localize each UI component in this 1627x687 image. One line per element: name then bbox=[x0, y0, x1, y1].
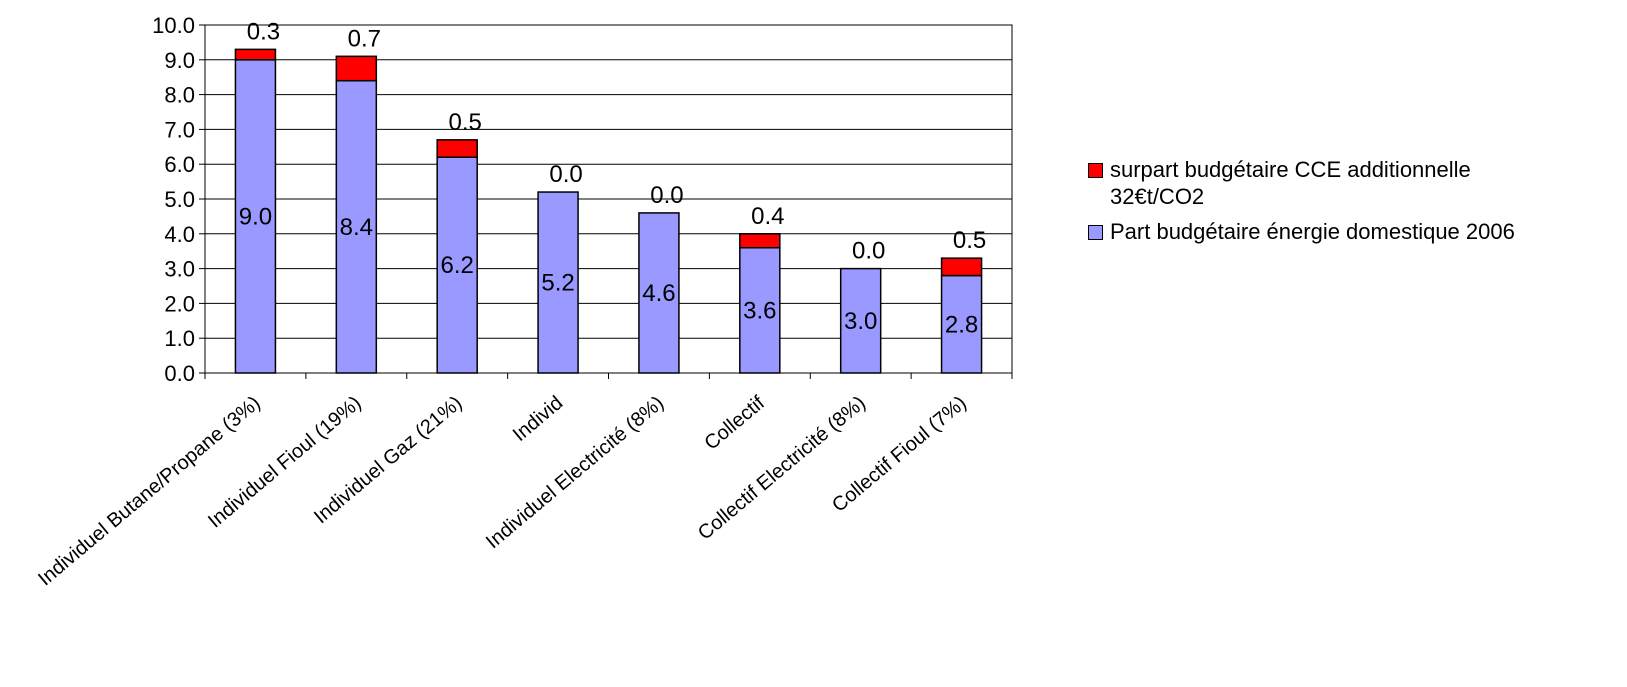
data-label-surpart-cce: 0.0 bbox=[852, 238, 885, 265]
data-label-part-budgetaire: 8.4 bbox=[340, 214, 373, 241]
x-category-label: Individuel Electricité (8%) bbox=[482, 392, 668, 553]
chart-legend: surpart budgétaire CCE additionnelle 32€… bbox=[1088, 156, 1515, 253]
x-category-label: Individuel Butane/Propane (3%) bbox=[34, 392, 264, 590]
y-tick-label: 3.0 bbox=[164, 257, 195, 282]
data-label-surpart-cce: 0.5 bbox=[953, 227, 986, 254]
y-tick-label: 9.0 bbox=[164, 48, 195, 73]
bar-part-budgetaire bbox=[739, 246, 781, 374]
bar-surpart-cce bbox=[234, 48, 277, 61]
legend-label-part-budgetaire: Part budgétaire énergie domestique 2006 bbox=[1110, 219, 1515, 244]
bar-surpart-cce bbox=[436, 139, 478, 158]
data-label-part-budgetaire: 3.6 bbox=[743, 297, 776, 324]
data-label-part-budgetaire: 4.6 bbox=[642, 280, 675, 307]
y-tick-label: 8.0 bbox=[164, 83, 195, 108]
bar-part-budgetaire bbox=[234, 59, 277, 374]
bar-surpart-cce bbox=[940, 257, 983, 277]
y-tick-label: 0.0 bbox=[164, 361, 195, 386]
bar-part-budgetaire bbox=[638, 212, 680, 374]
data-label-surpart-cce: 0.5 bbox=[449, 109, 482, 136]
legend-swatch-part-budgetaire bbox=[1088, 225, 1103, 240]
legend-item-cce: surpart budgétaire CCE additionnelle 32€… bbox=[1088, 156, 1515, 210]
y-tick-label: 4.0 bbox=[164, 222, 195, 247]
y-tick-label: 7.0 bbox=[164, 117, 195, 142]
data-label-part-budgetaire: 6.2 bbox=[441, 252, 474, 279]
data-label-part-budgetaire: 9.0 bbox=[239, 203, 272, 230]
y-tick-label: 10.0 bbox=[152, 13, 195, 38]
bar-part-budgetaire bbox=[436, 156, 478, 374]
y-tick-label: 2.0 bbox=[164, 291, 195, 316]
legend-label-cce: surpart budgétaire CCE additionnelle bbox=[1110, 157, 1471, 182]
y-tick-label: 5.0 bbox=[164, 187, 195, 212]
data-label-surpart-cce: 0.3 bbox=[247, 18, 280, 45]
y-tick-label: 6.0 bbox=[164, 152, 195, 177]
legend-swatch-cce bbox=[1088, 163, 1103, 178]
x-category-label: Collectif Electricité (8%) bbox=[694, 392, 870, 545]
data-label-surpart-cce: 0.7 bbox=[348, 25, 381, 52]
chart-plot: 0.0 1.0 2.0 3.0 4.0 5.0 6.0 7.0 8.0 9.0 10.0 9.0 0.3… bbox=[34, 13, 1013, 590]
bar-part-budgetaire bbox=[537, 191, 579, 374]
bar-part-budgetaire bbox=[839, 267, 882, 374]
bar-part-budgetaire bbox=[335, 79, 378, 374]
legend-label-cce-line2: 32€t/CO2 bbox=[1110, 184, 1205, 209]
x-category-label: Collectif bbox=[700, 392, 769, 455]
data-label-surpart-cce: 0.0 bbox=[650, 182, 683, 209]
data-label-part-budgetaire: 5.2 bbox=[541, 270, 574, 297]
legend-item-part-budgetaire: Part budgétaire énergie domestique 2006 bbox=[1088, 218, 1515, 245]
data-label-part-budgetaire: 2.8 bbox=[945, 311, 978, 338]
x-category-label: Individ bbox=[509, 392, 567, 446]
data-label-surpart-cce: 0.4 bbox=[751, 203, 784, 230]
bar-surpart-cce bbox=[335, 55, 378, 82]
data-label-part-budgetaire: 3.0 bbox=[844, 308, 877, 335]
data-label-surpart-cce: 0.0 bbox=[549, 161, 582, 188]
y-tick-label: 1.0 bbox=[164, 326, 195, 351]
bar-surpart-cce bbox=[739, 233, 781, 249]
